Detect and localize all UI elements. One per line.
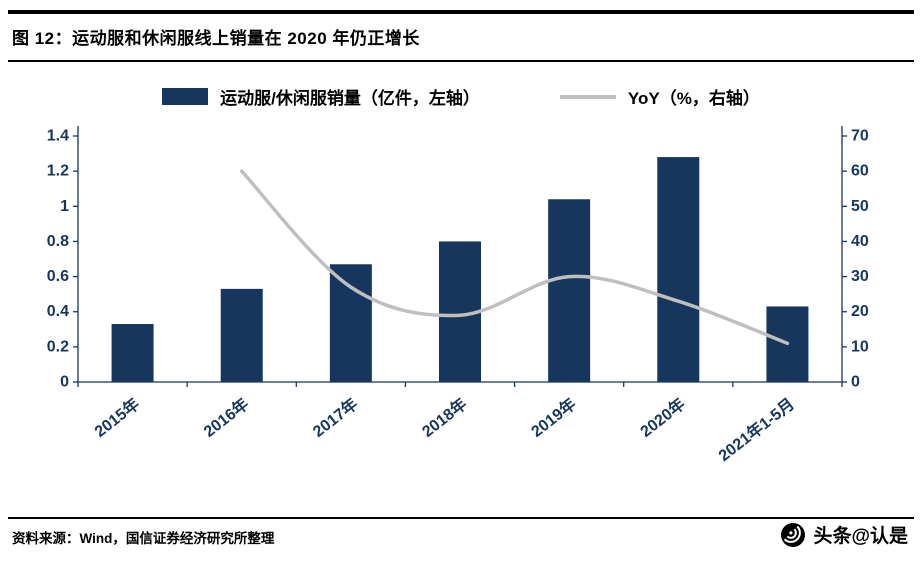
bar (657, 157, 700, 382)
right-tick-label: 60 (851, 163, 869, 180)
left-tick-label: 0.2 (47, 338, 69, 355)
line-swatch-icon (559, 94, 616, 99)
bar (220, 288, 263, 382)
right-tick-label: 50 (851, 198, 869, 215)
legend-label: 运动服/休闲服销量（亿件，左轴） (220, 89, 480, 108)
bar (548, 199, 591, 382)
page-title: 图 12：运动服和休闲服线上销量在 2020 年仍正增长 (12, 29, 420, 48)
right-tick-label: 10 (851, 338, 869, 355)
legend-item-sales-bars: 运动服/休闲服销量（亿件，左轴） (162, 84, 480, 109)
x-tick-label: 2019年 (527, 394, 579, 441)
left-tick-label: 0.8 (47, 233, 69, 250)
source-note: 资料来源：Wind，国信证券经济研究所整理 (12, 531, 275, 546)
x-tick-label: 2020年 (636, 394, 688, 441)
left-tick-label: 0.4 (47, 303, 69, 320)
left-tick-label: 0 (60, 374, 69, 391)
x-tick-label: 2021年1-5月 (715, 394, 798, 465)
x-tick-label: 2018年 (418, 394, 470, 441)
yoy-line (239, 169, 790, 346)
x-tick-label: 2015年 (91, 394, 143, 441)
toutiao-logo-icon (781, 522, 806, 547)
left-tick-label: 1.4 (47, 128, 69, 145)
x-tick-label: 2017年 (309, 394, 361, 441)
watermark-text: 头条@认是 (813, 526, 908, 547)
right-tick-label: 0 (851, 374, 860, 391)
right-tick-label: 40 (851, 233, 869, 250)
chart-legend: 运动服/休闲服销量（亿件，左轴） YoY（%，右轴） (0, 84, 922, 109)
bar (111, 324, 154, 382)
left-tick-label: 1 (60, 198, 69, 215)
legend-label: YoY（%，右轴） (627, 89, 760, 108)
left-tick-label: 1.2 (47, 163, 69, 180)
left-tick-label: 0.6 (47, 268, 69, 285)
bar (329, 264, 372, 382)
watermark: 头条@认是 (780, 521, 908, 548)
bottom-rule (8, 517, 914, 519)
legend-item-yoy-line: YoY（%，右轴） (559, 84, 760, 109)
top-rule (8, 10, 914, 14)
right-tick-label: 30 (851, 268, 869, 285)
right-tick-label: 70 (851, 128, 869, 145)
right-tick-label: 20 (851, 303, 869, 320)
bar-swatch-icon (162, 88, 209, 105)
x-tick-label: 2016年 (200, 394, 252, 441)
chart-canvas: 0 0.2 0.4 0.6 0.8 1 1.2 1.4 0 10 20 30 40 50 60 70 2015年… (47, 126, 869, 465)
title-underline (8, 60, 914, 62)
